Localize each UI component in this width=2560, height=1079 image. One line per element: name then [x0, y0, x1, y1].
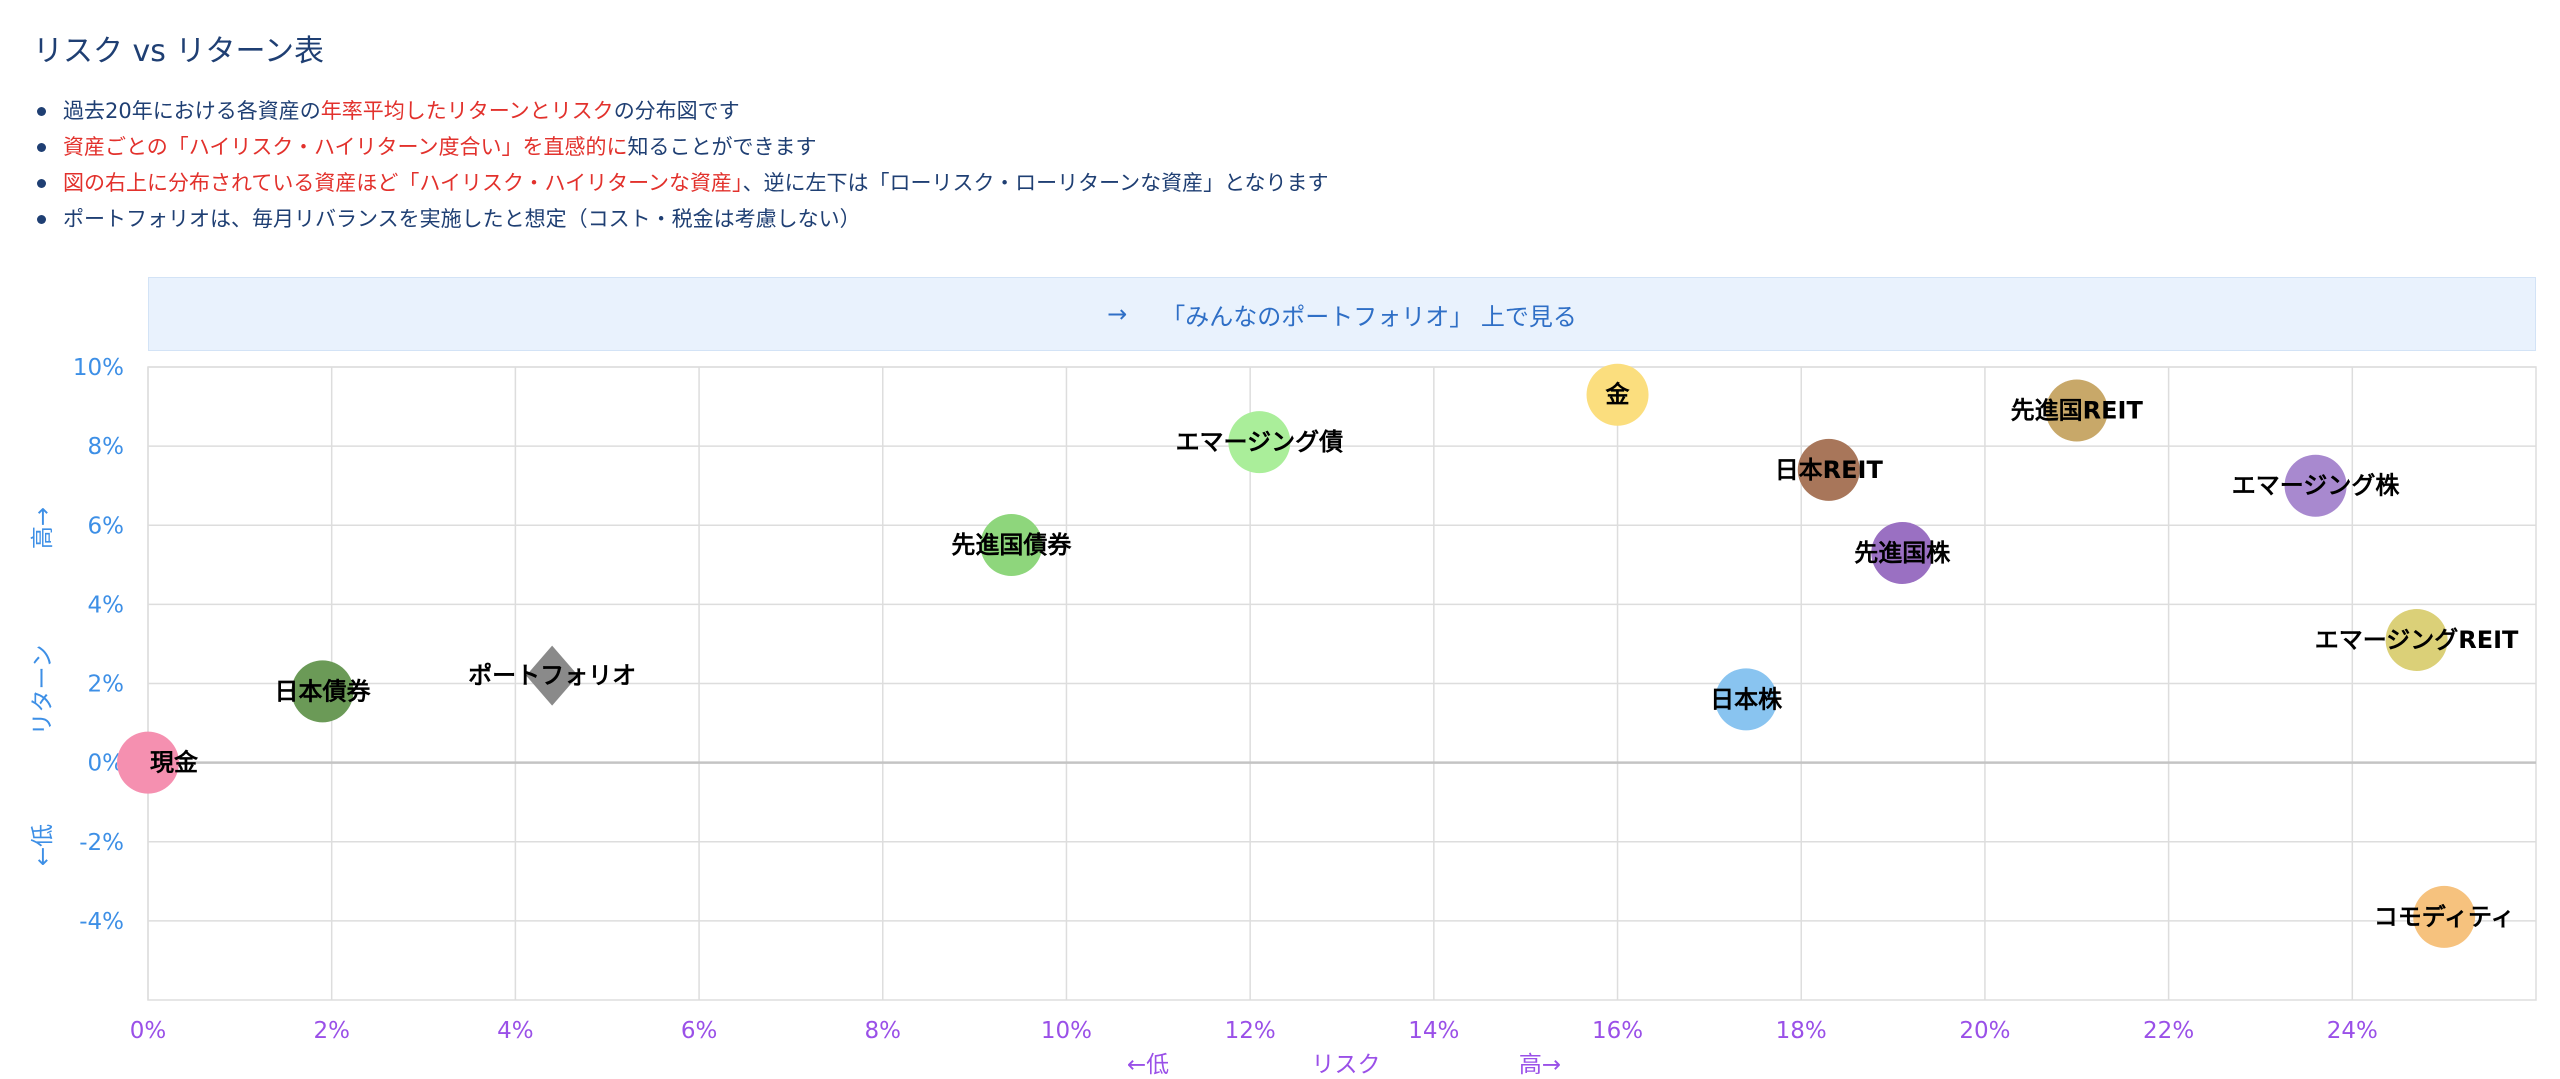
x-tick-label: 4% [497, 1018, 534, 1044]
y-axis-label-high: 高→ [30, 507, 56, 549]
x-tick-label: 24% [2327, 1018, 2378, 1044]
highlighted-text: 図の右上に分布されている資産ほど「ハイリスク・ハイリターンな資産」 [63, 171, 743, 195]
y-axis-label-low: ←低 [30, 824, 56, 866]
asset-point [1228, 411, 1291, 474]
y-tick-label: 8% [88, 434, 125, 460]
asset-point [1871, 521, 1934, 584]
x-tick-label: 14% [1408, 1018, 1459, 1044]
x-tick-label: 6% [681, 1018, 718, 1044]
point-label: 日本REIT [1775, 456, 1884, 484]
y-tick-label: 10% [73, 355, 124, 381]
asset-point [1586, 363, 1649, 426]
y-tick-label: 6% [88, 513, 125, 539]
point-label: ポートフォリオ [468, 662, 636, 690]
description-text: の分布図です [613, 99, 740, 123]
y-tick-label: 4% [88, 592, 125, 618]
x-tick-label: 22% [2143, 1018, 2194, 1044]
x-tick-label: 10% [1041, 1018, 1092, 1044]
y-tick-label: 2% [88, 672, 125, 698]
description-text: 、逆に左下は「ローリスク・ローリターンな資産」となります [742, 171, 1329, 195]
x-tick-label: 12% [1225, 1018, 1276, 1044]
description-item: 資産ごとの「ハイリスク・ハイリターン度合い」を直感的に知ることができます [33, 129, 1328, 165]
description-text: 知ることができます [627, 135, 817, 159]
description-list: 過去20年における各資産の年率平均したリターンとリスクの分布図です 資産ごとの「ハ… [33, 93, 1328, 237]
chart-grid [147, 366, 2537, 1001]
x-axis-label-center: リスク [1312, 1052, 1381, 1078]
arrow-right-icon: → [1107, 300, 1128, 328]
point-label: 先進国株 [1854, 539, 1951, 567]
point-label: 日本債券 [275, 677, 372, 705]
description-item: 過去20年における各資産の年率平均したリターンとリスクの分布図です [33, 93, 1328, 129]
point-label: エマージング株 [2232, 472, 2401, 500]
x-tick-label: 20% [1959, 1018, 2010, 1044]
x-tick-label: 0% [130, 1018, 167, 1044]
description-text: 過去20年における各資産の [63, 99, 321, 123]
description-item: ポートフォリオは、毎月リバランスを実施したと想定（コスト・税金は考慮しない） [33, 201, 1328, 237]
asset-point [117, 731, 179, 794]
y-tick-label: -4% [79, 909, 124, 935]
description-item: 図の右上に分布されている資産ほど「ハイリスク・ハイリターンな資産」、逆に左下は「… [33, 165, 1328, 201]
view-portfolio-link-label: 「みんなのポートフォリオ」 上で見る [1161, 302, 1577, 331]
asset-point [1797, 438, 1860, 501]
x-axis-label-low: ←低 [1127, 1052, 1169, 1078]
y-tick-label: -2% [79, 830, 124, 856]
point-label: 先進国REIT [2011, 397, 2144, 425]
view-portfolio-link[interactable]: → 「みんなのポートフォリオ」 上で見る [148, 277, 2536, 351]
asset-point [2413, 885, 2476, 948]
asset-point [980, 514, 1043, 577]
x-tick-label: 18% [1776, 1018, 1827, 1044]
description-text: ポートフォリオは、毎月リバランスを実施したと想定（コスト・税金は考慮しない） [63, 207, 861, 231]
x-tick-label: 2% [313, 1018, 350, 1044]
page-title: リスク vs リターン表 [33, 34, 324, 69]
asset-point [2385, 608, 2448, 671]
point-label: コモディティ [2374, 903, 2515, 931]
point-label: エマージング債 [1176, 428, 1344, 456]
portfolio-point [526, 645, 579, 706]
asset-point [2045, 379, 2108, 442]
chart-axes: 0% 2% 4% 6% 8% 10% 12% 14% 16% 18% 20% 22% 24% 10% 8% 6… [30, 355, 2378, 1078]
asset-point [2284, 454, 2347, 517]
asset-point [1715, 668, 1778, 731]
x-tick-label: 8% [865, 1018, 902, 1044]
chart-marks [117, 363, 2476, 948]
highlighted-text: 年率平均したリターンとリスク [320, 99, 614, 123]
point-label: 金 [1605, 381, 1631, 409]
point-label: エマージングREIT [2315, 626, 2519, 654]
highlighted-text: 資産ごとの「ハイリスク・ハイリターン度合い」を直感的に [63, 135, 628, 159]
x-axis-label-high: 高→ [1519, 1052, 1561, 1078]
y-axis-label-center: リターン [30, 645, 56, 736]
point-label: 先進国債券 [951, 531, 1072, 559]
point-label: 現金 [150, 749, 199, 777]
asset-point [291, 660, 354, 723]
point-label: 日本株 [1710, 685, 1783, 713]
x-tick-label: 16% [1592, 1018, 1643, 1044]
